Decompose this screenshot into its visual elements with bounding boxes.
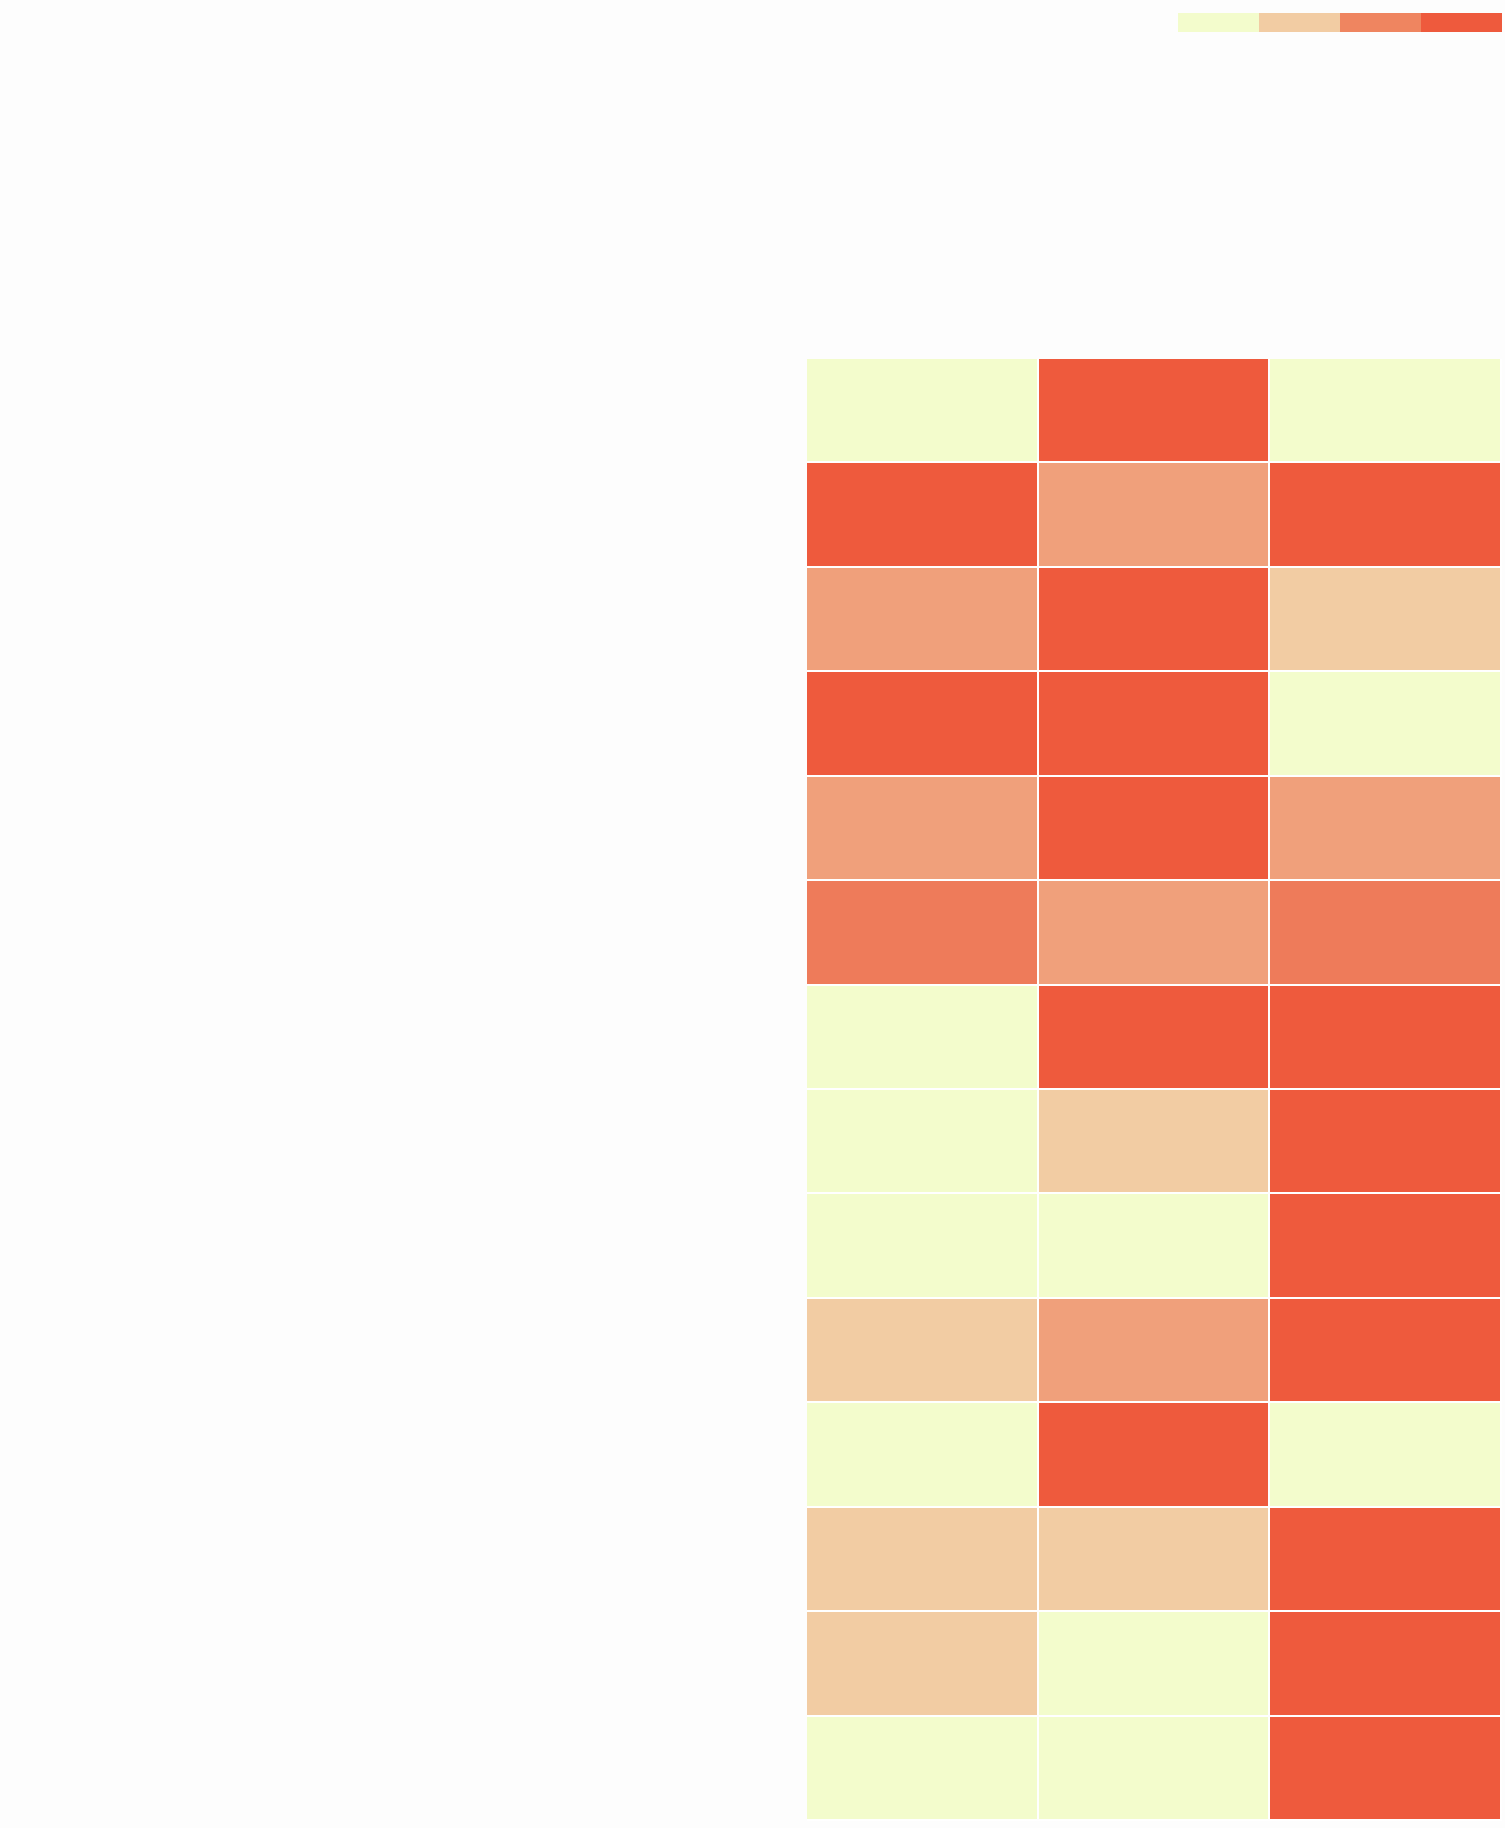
heatmap-cell bbox=[807, 985, 1039, 1090]
heatmap-cell bbox=[1038, 463, 1271, 568]
heatmap-cell bbox=[1270, 567, 1502, 673]
heatmap-cell bbox=[807, 1507, 1039, 1613]
legend-swatch-2 bbox=[1259, 13, 1340, 32]
heatmap-cell bbox=[1038, 1403, 1271, 1508]
heatmap-cell bbox=[807, 359, 1039, 464]
heatmap-cell bbox=[1038, 567, 1271, 673]
heatmap-cell bbox=[1038, 672, 1271, 777]
heatmap-grid bbox=[807, 359, 1502, 1821]
heatmap-cell bbox=[807, 1090, 1039, 1195]
heatmap-cell bbox=[1270, 1612, 1502, 1717]
heatmap-cell bbox=[1270, 1403, 1502, 1508]
heatmap-cell bbox=[807, 1612, 1039, 1717]
heatmap-cell bbox=[807, 463, 1039, 568]
heatmap-cell bbox=[807, 1716, 1039, 1821]
heatmap-cell bbox=[1270, 985, 1502, 1090]
heatmap-cell bbox=[1270, 1194, 1502, 1299]
heatmap-cell bbox=[1270, 1298, 1502, 1404]
legend-swatch-4 bbox=[1421, 13, 1502, 32]
heatmap-cell bbox=[807, 672, 1039, 777]
heatmap-cell bbox=[1038, 1507, 1271, 1613]
heatmap-cell bbox=[1270, 672, 1502, 777]
heatmap-cell bbox=[807, 1403, 1039, 1508]
heatmap-cell bbox=[1038, 881, 1271, 986]
heatmap-cell bbox=[807, 1298, 1039, 1404]
heatmap-cell bbox=[1038, 1298, 1271, 1404]
heatmap-cell bbox=[807, 1194, 1039, 1299]
heatmap-cell bbox=[1270, 463, 1502, 568]
heatmap-cell bbox=[1270, 1090, 1502, 1195]
heatmap-cell bbox=[807, 881, 1039, 986]
heatmap-cell bbox=[1038, 1090, 1271, 1195]
legend-swatch-1 bbox=[1178, 13, 1259, 32]
heatmap-cell bbox=[1038, 1194, 1271, 1299]
heatmap-cell bbox=[1270, 359, 1502, 464]
heatmap-cell bbox=[1270, 1716, 1502, 1821]
heatmap-cell bbox=[1038, 1716, 1271, 1821]
heatmap-cell bbox=[807, 776, 1039, 882]
heatmap-cell bbox=[1038, 776, 1271, 882]
legend-swatch-3 bbox=[1340, 13, 1421, 32]
heatmap-cell bbox=[1270, 1507, 1502, 1613]
heatmap-cell bbox=[1038, 1612, 1271, 1717]
heatmap-cell bbox=[1270, 881, 1502, 986]
heatmap-cell bbox=[807, 567, 1039, 673]
color-legend bbox=[1178, 13, 1502, 32]
heatmap-cell bbox=[1270, 776, 1502, 882]
heatmap-cell bbox=[1038, 359, 1271, 464]
heatmap-cell bbox=[1038, 985, 1271, 1090]
